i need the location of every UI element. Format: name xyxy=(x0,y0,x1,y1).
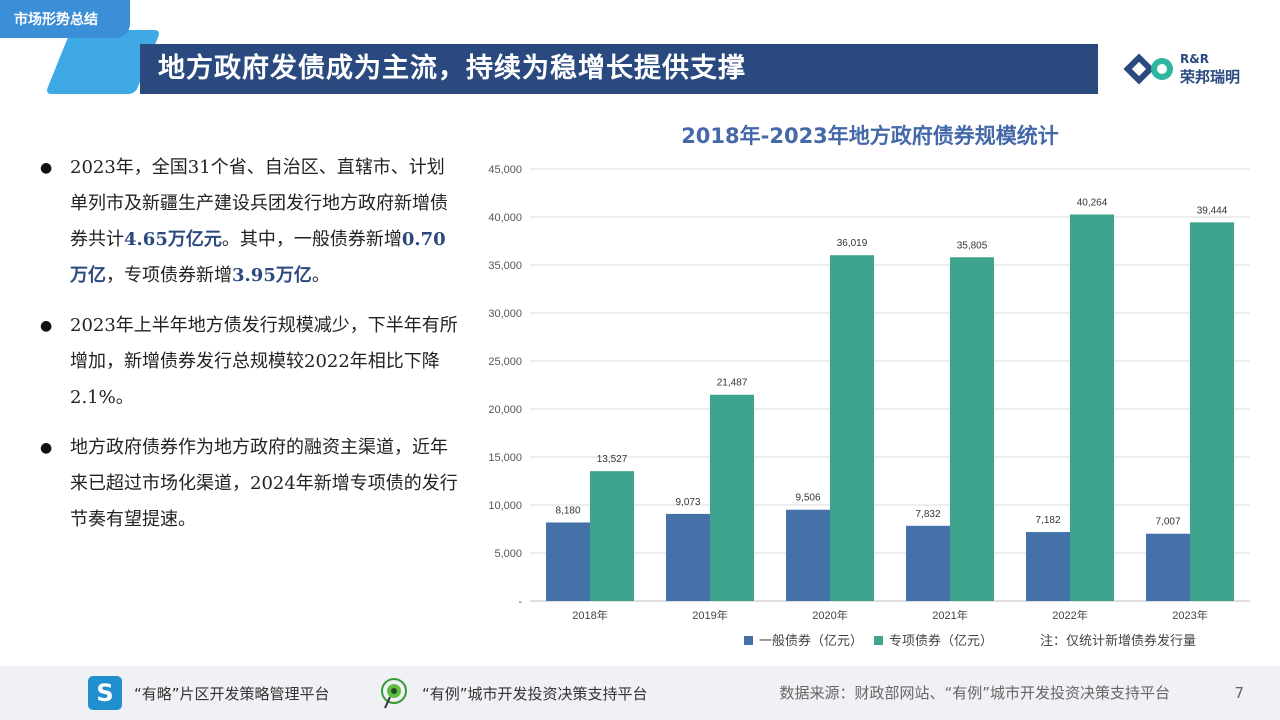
bar-special xyxy=(710,394,754,601)
y-tick-label: 15,000 xyxy=(488,452,522,464)
logo-english: R&R xyxy=(1180,52,1209,66)
bar-chart: - 5,000 10,000 15,000 20,000 25,000 30,000 35,0… xyxy=(488,164,1250,649)
data-label: 36,019 xyxy=(837,238,868,249)
y-tick-label: - xyxy=(518,596,522,608)
youlue-logo-icon: S xyxy=(88,676,122,710)
x-tick-label: 2018年 xyxy=(572,608,607,622)
bar-general xyxy=(1146,533,1190,601)
x-tick-label: 2021年 xyxy=(932,608,967,622)
data-label: 7,007 xyxy=(1155,517,1180,528)
bullet-dot-icon: ● xyxy=(40,160,53,176)
bullet-item: ● 2023年，全国31个省、自治区、直辖市、计划单列市及新疆生产建设兵团发行地方… xyxy=(40,150,460,294)
footer-platform-1: S “有略”片区开发策略管理平台 xyxy=(88,666,330,720)
y-tick-label: 20,000 xyxy=(488,404,522,416)
legend-label: 一般债券（亿元） xyxy=(759,633,863,649)
bullet-list: ● 2023年，全国31个省、自治区、直辖市、计划单列市及新疆生产建设兵团发行地方… xyxy=(40,150,460,552)
y-tick-label: 45,000 xyxy=(488,164,522,176)
bullet-text-part: ，专项债券新增 xyxy=(106,265,232,286)
y-tick-label: 5,000 xyxy=(494,548,522,560)
page-title: 地方政府发债成为主流，持续为稳增长提供支撑 xyxy=(158,53,746,84)
data-label: 35,805 xyxy=(957,240,988,251)
youli-logo-icon xyxy=(381,678,407,709)
bar-general xyxy=(1026,532,1070,601)
bar-special xyxy=(590,471,634,601)
y-tick-label: 25,000 xyxy=(488,356,522,368)
data-label: 39,444 xyxy=(1197,205,1228,216)
bullet-item: ● 2023年上半年地方债发行规模减少，下半年有所增加，新增债券发行总规模较202… xyxy=(40,308,460,416)
bar-special xyxy=(1070,214,1114,601)
footer-platform-1-label: “有略”片区开发策略管理平台 xyxy=(134,684,330,703)
y-tick-label: 40,000 xyxy=(488,212,522,224)
bar-general xyxy=(546,522,590,601)
bullet-text-part: 地方政府债券作为地方政府的融资主渠道，近年来已超过市场化渠道，2024年新增专项… xyxy=(70,437,458,530)
data-label: 40,264 xyxy=(1077,197,1108,208)
bullet-text-part: 。其中，一般债券新增 xyxy=(221,229,402,250)
title-banner: 地方政府发债成为主流，持续为稳增长提供支撑 xyxy=(140,44,1098,94)
data-label: 9,506 xyxy=(795,493,820,504)
highlight-figure: 0.70万亿 xyxy=(70,229,446,286)
bullet-dot-icon: ● xyxy=(40,318,53,334)
data-source: 数据来源：财政部网站、“有例”城市开发投资决策支持平台 xyxy=(779,684,1170,702)
chart-title: 2018年-2023年地方政府债券规模统计 xyxy=(681,124,1059,148)
data-label: 9,073 xyxy=(675,497,700,508)
bar-special xyxy=(1190,222,1234,602)
logo-chinese: 荣邦瑞明 xyxy=(1180,68,1241,86)
page-number: 7 xyxy=(1234,684,1244,702)
legend-swatch xyxy=(744,636,753,645)
y-tick-label: 30,000 xyxy=(488,308,522,320)
bullet-text: 2023年上半年地方债发行规模减少，下半年有所增加，新增债券发行总规模较2022… xyxy=(70,308,460,416)
footer-platform-2: “有例”城市开发投资决策支持平台 xyxy=(378,666,648,720)
data-label: 7,182 xyxy=(1035,515,1060,526)
x-tick-label: 2022年 xyxy=(1052,608,1087,622)
highlight-figure: 3.95万亿 xyxy=(232,265,312,286)
y-tick-label: 35,000 xyxy=(488,260,522,272)
legend-swatch xyxy=(874,636,883,645)
x-tick-label: 2019年 xyxy=(692,608,727,622)
chart-note: 注：仅统计新增债券发行量 xyxy=(1040,633,1196,649)
data-label: 13,527 xyxy=(597,454,628,465)
bar-general xyxy=(906,525,950,601)
x-tick-label: 2023年 xyxy=(1172,608,1207,622)
data-label: 8,180 xyxy=(555,505,580,516)
bar-special xyxy=(950,257,994,601)
data-label: 7,832 xyxy=(915,509,940,520)
bullet-text-part: 。 xyxy=(311,265,330,286)
x-tick-label: 2020年 xyxy=(812,608,847,622)
footer-platform-2-label: “有例”城市开发投资决策支持平台 xyxy=(422,684,648,703)
bullet-dot-icon: ● xyxy=(40,440,53,456)
bullet-text: 地方政府债券作为地方政府的融资主渠道，近年来已超过市场化渠道，2024年新增专项… xyxy=(70,430,460,538)
bullet-text: 2023年，全国31个省、自治区、直辖市、计划单列市及新疆生产建设兵团发行地方政… xyxy=(70,150,460,294)
data-label: 21,487 xyxy=(717,378,748,389)
brand-logo: R&R 荣邦瑞明 xyxy=(1108,44,1280,94)
bar-general xyxy=(666,513,710,601)
bar-special xyxy=(830,255,874,601)
bullet-item: ● 地方政府债券作为地方政府的融资主渠道，近年来已超过市场化渠道，2024年新增专… xyxy=(40,430,460,538)
section-tag: 市场形势总结 xyxy=(0,0,130,38)
footer-bar: S “有略”片区开发策略管理平台 “有例”城市开发投资决策支持平台 数据来源：财… xyxy=(0,666,1280,720)
bullet-text-part: 2023年，全国31个省、自治区、直辖市、计划单列市及新疆生产建设兵团发行地方政… xyxy=(70,157,448,250)
bullet-text-part: 2023年上半年地方债发行规模减少，下半年有所增加，新增债券发行总规模较2022… xyxy=(70,315,458,408)
y-tick-label: 10,000 xyxy=(488,500,522,512)
legend-label: 专项债券（亿元） xyxy=(889,633,993,649)
logo-mark-icon xyxy=(1123,53,1173,85)
bar-general xyxy=(786,509,830,601)
highlight-figure: 4.65万亿元 xyxy=(124,229,222,250)
